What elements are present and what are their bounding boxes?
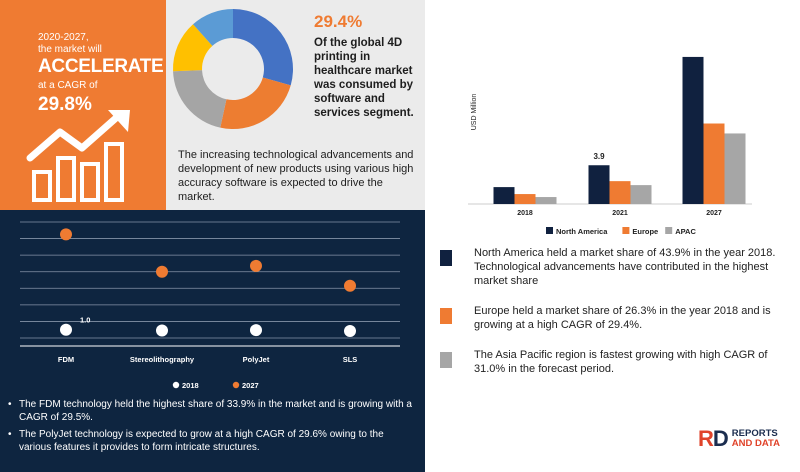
fdm-note: The FDM technology held the highest shar… <box>8 398 418 424</box>
dot-category-label: PolyJet <box>243 355 270 364</box>
bar-north-america <box>588 165 610 204</box>
technology-dot-chart: FDM Stereolithography PolyJet SLS 1.0 2018 202… <box>20 221 400 390</box>
apac-note-text: The Asia Pacific region is fastest growi… <box>474 349 768 375</box>
logo-line-2: AND DATA <box>731 438 780 449</box>
period-label: 2020-2027, <box>38 32 89 43</box>
logo-mark-d: D <box>712 426 729 451</box>
dot-point-2018 <box>60 323 72 336</box>
polyjet-note: The PolyJet technology is expected to gr… <box>8 428 418 454</box>
bar-y-axis-label: USD Million <box>471 94 478 131</box>
bar-legend-swatch <box>665 227 673 234</box>
dot-point-2027 <box>250 259 262 272</box>
apac-note: The Asia Pacific region is fastest growi… <box>436 348 792 376</box>
bar-category-label: 2021 <box>612 210 628 217</box>
driver-paragraph: The increasing technological advancement… <box>178 149 414 203</box>
logo-mark: RD <box>698 426 729 452</box>
bar-europe <box>609 181 631 204</box>
bar-north-america <box>493 187 515 204</box>
europe-swatch <box>440 308 452 324</box>
dot-data-label: 1.0 <box>80 316 90 325</box>
bar-legend-label: North America <box>556 227 608 236</box>
bar-europe <box>703 123 725 204</box>
bar-europe <box>514 194 536 204</box>
logo-mark-r: R <box>698 426 714 451</box>
bar-category-label: 2018 <box>517 210 533 217</box>
dot-category-label: FDM <box>58 355 74 364</box>
donut-segment <box>173 24 213 72</box>
software-share-panel: 29.4% Of the global 4D printing in healt… <box>166 0 425 210</box>
dot-point-2018 <box>344 324 356 337</box>
bar-legend-label: APAC <box>675 227 696 236</box>
dot-legend-label: 2027 <box>242 381 259 390</box>
growth-chart-icon <box>26 110 130 202</box>
dot-point-2018 <box>250 324 262 337</box>
software-share-value: 29.4% <box>314 12 363 31</box>
dot-legend-label: 2018 <box>182 381 199 390</box>
accelerate-label: ACCELERATE <box>38 56 164 77</box>
reports-and-data-logo: RD REPORTS AND DATA <box>698 426 780 452</box>
bar-data-label: 3.9 <box>593 152 605 161</box>
bar-category-label: 2027 <box>706 210 722 217</box>
logo-text: REPORTS AND DATA <box>732 429 780 449</box>
dot-category-label: Stereolithography <box>130 355 195 364</box>
europe-note-text: Europe held a market share of 26.3% in t… <box>474 305 771 331</box>
dot-category-label: SLS <box>343 355 358 364</box>
segment-donut-chart <box>173 9 293 129</box>
cagr-panel: 2020-2027, the market will ACCELERATE at… <box>0 0 166 210</box>
dot-point-2027 <box>60 228 72 241</box>
north-america-swatch <box>440 250 452 266</box>
europe-note: Europe held a market share of 26.3% in t… <box>436 304 792 332</box>
bar-legend-swatch <box>546 227 553 234</box>
bar-legend-label: Europe <box>632 227 658 236</box>
donut-segment <box>193 9 233 46</box>
dot-legend-marker <box>232 381 240 389</box>
regional-bar-chart: USD Million 2018 2021 2027 3.9 North America… <box>468 56 752 236</box>
apac-swatch <box>440 352 452 368</box>
donut-segment <box>233 9 293 86</box>
market-will-label: the market will <box>38 44 102 55</box>
bar-north-america <box>682 56 704 204</box>
donut-segment <box>173 70 227 128</box>
bar-apac <box>724 133 746 204</box>
logo-line-1: REPORTS <box>731 428 778 439</box>
dot-legend-marker <box>172 381 180 389</box>
period-text: 2020-2027, the market will <box>38 32 102 56</box>
north-america-note: North America held a market share of 43.… <box>436 246 792 288</box>
bar-apac <box>535 197 557 204</box>
north-america-note-text: North America held a market share of 43.… <box>474 247 776 287</box>
donut-segment <box>220 77 291 129</box>
software-share-statement: Of the global 4D printing in healthcare … <box>314 37 414 119</box>
dot-point-2027 <box>156 265 168 278</box>
dot-point-2018 <box>156 324 168 337</box>
technology-panel: FDM Stereolithography PolyJet SLS 1.0 2018 202… <box>0 210 425 472</box>
cagr-value: 29.8% <box>38 94 92 115</box>
bar-legend-swatch <box>622 227 630 234</box>
technology-notes: The FDM technology held the highest shar… <box>8 398 418 458</box>
dot-point-2027 <box>344 279 356 292</box>
bar-apac <box>630 185 652 204</box>
region-notes: North America held a market share of 43.… <box>436 246 792 392</box>
cagr-label: at a CAGR of <box>38 80 98 91</box>
